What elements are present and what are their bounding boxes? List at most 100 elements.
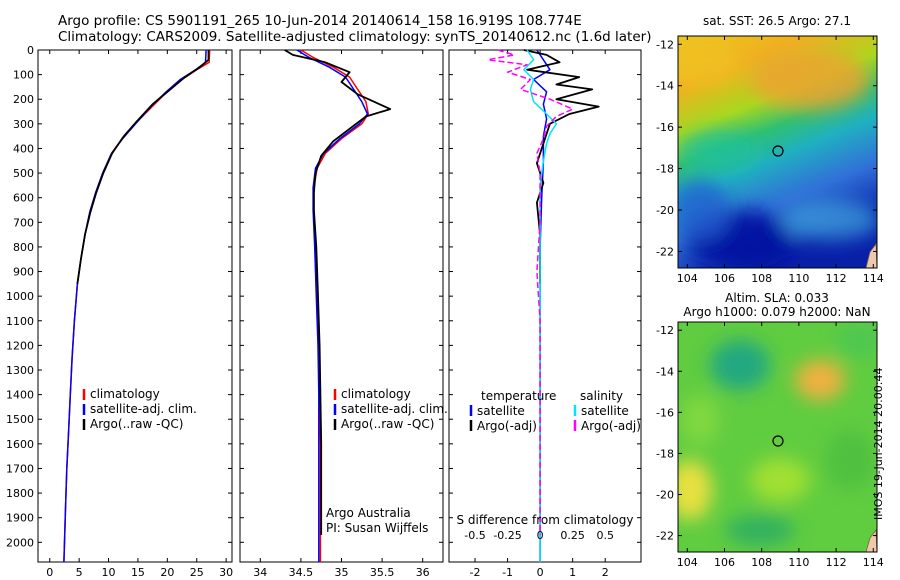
legend-label: climatology: [90, 387, 160, 401]
legend-label: Argo(..raw -QC): [341, 417, 434, 431]
x-tick-label: 0: [537, 566, 544, 579]
y-tick-label: 100: [13, 69, 34, 82]
imos-watermark: IMOS 19-Jun-2014 20:00:44: [872, 367, 885, 520]
s-difference-tick-label: -0.5: [464, 529, 485, 542]
legend-label: Argo(..raw -QC): [90, 417, 183, 431]
map-x-tick-label: 112: [826, 556, 847, 569]
map-y-tick-label: -18: [656, 447, 674, 460]
sst-map-title: sat. SST: 26.5 Argo: 27.1: [703, 14, 851, 28]
y-tick-label: 1800: [6, 487, 34, 500]
map-y-tick-label: -18: [656, 163, 674, 176]
x-tick-label: 25: [190, 566, 204, 579]
map-y-tick-label: -14: [656, 365, 674, 378]
sla-map-subtitle: Argo h1000: 0.079 h2000: NaN: [683, 305, 870, 319]
legend-label: satellite-adj. clim.: [341, 402, 448, 416]
map-y-tick-label: -20: [656, 489, 674, 502]
difference-profile-panel: -2-1012T difference from climatologytemp…: [448, 49, 642, 579]
x-tick-label: 20: [160, 566, 174, 579]
map-x-tick-label: 106: [714, 272, 735, 285]
legend-label: satellite-adj. clim.: [90, 402, 197, 416]
y-tick-label: 1100: [6, 315, 34, 328]
sst-argo-location-marker: [772, 145, 784, 157]
plot-frame: [239, 49, 444, 563]
map-x-tick-label: 106: [714, 556, 735, 569]
y-tick-label: 1300: [6, 364, 34, 377]
sla-argo-location-marker: [772, 435, 784, 447]
x-tick-label: 15: [131, 566, 145, 579]
map-x-tick-label: 112: [826, 272, 847, 285]
argo-australia-annotation: PI: Susan Wijffels: [326, 521, 428, 535]
temperature-profile-panel: 0100200300400500600700800900100011001200…: [6, 44, 233, 579]
x-tick-label: 30: [219, 566, 233, 579]
x-tick-label: 1: [569, 566, 576, 579]
y-tick-label: 1200: [6, 339, 34, 352]
legend-label: Argo(-adj): [477, 419, 537, 433]
x-tick-label: 10: [102, 566, 116, 579]
y-tick-label: 1600: [6, 438, 34, 451]
s-difference-axis-label: S difference from climatology: [457, 513, 634, 527]
map-x-tick-label: 108: [751, 272, 772, 285]
figure-title-line-2: Climatology: CARS2009. Satellite-adjuste…: [58, 29, 652, 45]
x-tick-label: 35.5: [370, 566, 395, 579]
salinity-profile-panel: 3434.53535.536salinityclimatologysatelli…: [239, 49, 448, 579]
y-tick-label: 1700: [6, 462, 34, 475]
sst-map: sat. SST: 26.5 Argo: 27.1 104 106 108 110 11…: [656, 14, 884, 285]
map-x-tick-label: 110: [788, 556, 809, 569]
map-y-tick-label: -12: [656, 324, 674, 337]
x-tick-label: 34: [253, 566, 267, 579]
x-tick-label: 34.5: [289, 566, 314, 579]
map-x-tick-label: 114: [863, 556, 884, 569]
series-line-argo-raw-qc-: [76, 50, 210, 284]
y-tick-label: 800: [13, 241, 34, 254]
legend-label: Argo(-adj): [581, 419, 641, 433]
y-tick-label: 200: [13, 93, 34, 106]
x-tick-label: -1: [502, 566, 513, 579]
y-tick-label: 1400: [6, 389, 34, 402]
y-tick-label: 1900: [6, 512, 34, 525]
y-tick-label: 0: [27, 44, 34, 57]
map-x-tick-label: 110: [788, 272, 809, 285]
s-difference-tick-label: -0.25: [493, 529, 521, 542]
y-tick-label: 900: [13, 266, 34, 279]
legend-label: climatology: [341, 387, 411, 401]
x-tick-label: -2: [470, 566, 481, 579]
y-tick-label: 400: [13, 142, 34, 155]
argo-australia-annotation: Argo Australia: [326, 506, 411, 520]
map-y-tick-label: -22: [656, 530, 674, 543]
y-tick-label: 1000: [6, 290, 34, 303]
s-difference-tick-label: 0: [537, 529, 544, 542]
map-y-tick-label: -22: [656, 245, 674, 258]
map-y-tick-label: -16: [656, 121, 674, 134]
legend-label: satellite: [477, 404, 525, 418]
y-tick-label: 2000: [6, 536, 34, 549]
map-x-tick-label: 114: [863, 272, 884, 285]
x-tick-label: 5: [76, 566, 83, 579]
map-y-tick-label: -16: [656, 406, 674, 419]
series-line-temperature-argo-adj-: [523, 49, 600, 284]
y-tick-label: 500: [13, 167, 34, 180]
map-y-tick-label: -14: [656, 80, 674, 93]
s-difference-tick-label: 0.25: [560, 529, 585, 542]
sla-map-title: Altim. SLA: 0.033: [725, 291, 829, 305]
y-tick-label: 1500: [6, 413, 34, 426]
plot-frame: [37, 49, 233, 563]
legend-group-title: temperature: [481, 389, 556, 403]
x-tick-label: 2: [602, 566, 609, 579]
y-tick-label: 700: [13, 216, 34, 229]
s-difference-tick-label: 0.5: [596, 529, 614, 542]
map-x-tick-label: 104: [677, 272, 698, 285]
x-tick-label: 36: [416, 566, 430, 579]
y-tick-label: 600: [13, 192, 34, 205]
series-line-salinity-argo-adj-: [487, 49, 574, 535]
legend-label: satellite: [581, 404, 629, 418]
series-line-argo-raw-qc-: [284, 49, 392, 535]
x-tick-label: 0: [46, 566, 53, 579]
x-tick-label: 35: [335, 566, 349, 579]
series-line-salinity-satellite: [523, 49, 558, 562]
map-x-tick-label: 108: [751, 556, 772, 569]
sla-map: Altim. SLA: 0.033 Argo h1000: 0.079 h200…: [656, 291, 884, 569]
legend-group-title: salinity: [580, 389, 623, 403]
map-x-tick-label: 104: [677, 556, 698, 569]
y-tick-label: 300: [13, 118, 34, 131]
